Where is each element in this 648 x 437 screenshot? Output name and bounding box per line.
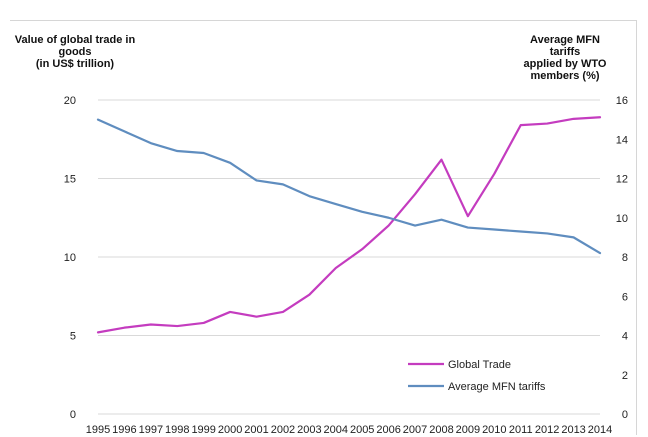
x-tick-label: 2008 [429,424,453,436]
y-right-tick-label: 16 [616,95,628,107]
y-left-tick-label: 20 [64,95,76,107]
series-line-average-mfn-tariffs [96,118,602,255]
chart-border [10,20,637,435]
y-right-tick-label: 12 [616,174,628,186]
x-tick-label: 2012 [535,424,559,436]
x-tick-label: 2011 [509,424,533,436]
y-axis-right-label: Average MFN tariffs applied by WTO membe… [523,34,607,82]
x-tick-label: 2000 [218,424,242,436]
x-tick-label: 2004 [324,424,348,436]
x-tick-label: 2006 [376,424,400,436]
y-right-tick-label: 4 [622,331,628,343]
x-tick-label: 1999 [191,424,215,436]
x-tick-label: 1997 [139,424,163,436]
x-tick-label: 2007 [403,424,427,436]
x-tick-label: 2010 [482,424,506,436]
y-right-tick-label: 8 [622,252,628,264]
legend-label: Global Trade [448,359,511,371]
y-right-tick-label: 14 [616,134,628,146]
y-left-tick-label: 10 [64,252,76,264]
x-tick-label: 1996 [112,424,136,436]
x-tick-label: 2001 [244,424,268,436]
x-tick-label: 1995 [86,424,110,436]
y-right-tick-label: 10 [616,213,628,225]
y-left-tick-label: 15 [64,174,76,186]
y-axis-left-label: Value of global trade in goods (in US$ t… [14,34,136,70]
x-tick-label: 2002 [271,424,295,436]
x-tick-label: 2005 [350,424,374,436]
x-tick-label: 1998 [165,424,189,436]
x-tick-label: 2003 [297,424,321,436]
x-tick-label: 2014 [588,424,612,436]
y-left-tick-label: 5 [70,331,76,343]
x-tick-label: 2013 [561,424,585,436]
series-line-global-trade [96,116,602,334]
legend-label: Average MFN tariffs [448,381,546,393]
y-right-tick-label: 0 [622,409,628,421]
y-right-tick-label: 6 [622,291,628,303]
x-tick-label: 2009 [456,424,480,436]
y-left-tick-label: 0 [70,409,76,421]
y-right-tick-label: 2 [622,370,628,382]
